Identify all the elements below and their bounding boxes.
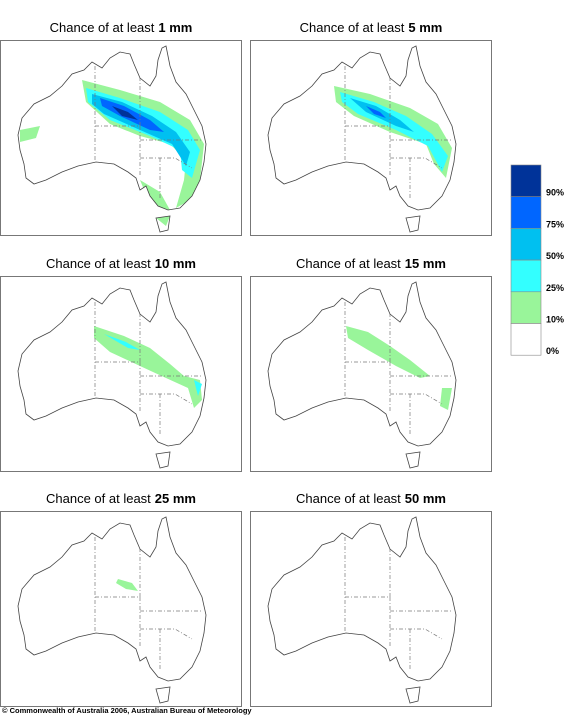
state-borders [94,66,203,200]
panel-title: Chance of at least 1 mm [50,20,193,35]
rain-area [440,388,452,410]
copyright: © Commonwealth of Australia 2006, Austra… [2,706,252,715]
title-amount: 1 mm [158,20,192,35]
title-amount: 25 mm [155,491,196,506]
map-panel [0,511,242,707]
panel-title: Chance of at least 5 mm [300,20,443,35]
map-panel [250,40,492,236]
title-text: Chance of at least [46,491,151,506]
legend-swatch [510,164,542,198]
legend-label: 90% [546,188,564,198]
rain-area [140,180,170,210]
shading [116,579,138,591]
map-panel [0,276,242,472]
legend-label: 25% [546,283,564,293]
rain-area [116,579,138,591]
panel-title: Chance of at least 25 mm [46,491,196,506]
shading [20,80,204,226]
state-borders [94,537,203,671]
legend-swatch [510,228,542,261]
shading [346,326,452,410]
title-text: Chance of at least [46,256,151,271]
state-borders [94,302,203,436]
title-amount: 10 mm [155,256,196,271]
shading [94,326,202,408]
rain-area [366,106,386,118]
state-borders [344,66,453,200]
shading [334,86,452,178]
map-panel [250,511,492,707]
legend-label: 0% [546,346,559,356]
legend-label: 50% [546,251,564,261]
title-text: Chance of at least [296,256,401,271]
map-panel [0,40,242,236]
rain-area [20,126,40,142]
panel-title: Chance of at least 15 mm [296,256,446,271]
legend-swatch [510,196,542,229]
title-amount: 50 mm [405,491,446,506]
rain-area [104,334,140,350]
state-borders [344,302,453,436]
legend-label: 75% [546,219,564,229]
rain-area [346,326,430,378]
map-panel [250,276,492,472]
legend-swatch [510,291,542,324]
panel-title: Chance of at least 50 mm [296,491,446,506]
legend-swatch [510,259,542,293]
rain-area [156,216,170,226]
legend-swatch [510,323,542,356]
title-text: Chance of at least [300,20,405,35]
state-borders [344,537,453,671]
title-text: Chance of at least [50,20,155,35]
rain-area [94,326,202,408]
title-amount: 5 mm [408,20,442,35]
rain-area [100,98,164,132]
rain-area [194,380,202,396]
title-amount: 15 mm [405,256,446,271]
panel-title: Chance of at least 10 mm [46,256,196,271]
title-text: Chance of at least [296,491,401,506]
rain-area [112,106,138,120]
legend-label: 10% [546,315,564,325]
